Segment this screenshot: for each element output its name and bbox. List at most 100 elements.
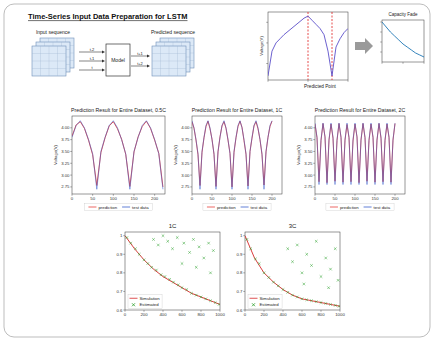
legend-label: Simulation: [260, 296, 281, 301]
chart: 0501001502002.753.003.253.503.754.00Pred…: [296, 107, 406, 210]
y-tick: [70, 127, 72, 128]
scatter-point: [168, 278, 171, 281]
chart: 0501001502002.753.003.253.503.754.00Pred…: [53, 107, 166, 210]
series-line: [382, 22, 424, 57]
y-tick: [190, 186, 192, 187]
x-tick-label: 100: [110, 196, 118, 201]
y-tick-label: 4.00: [181, 125, 190, 130]
y-tick-label: 0.7: [117, 289, 124, 294]
input-step-label: t-1: [90, 56, 95, 61]
y-tick-label: 3.00: [181, 173, 190, 178]
plot-area: [268, 12, 348, 80]
arrow-line: [79, 70, 103, 71]
y-tick-label: 3.75: [181, 137, 190, 142]
y-tick: [123, 272, 125, 273]
chart-title: Prediction Result for Entire Dataset, 1C: [192, 107, 283, 113]
y-tick: [380, 42, 382, 43]
y-tick: [380, 22, 382, 23]
legend-label: test data: [374, 205, 391, 210]
legend: SimulationEstimated: [248, 295, 282, 309]
scatter-point: [209, 272, 212, 275]
legend: predictiontest data: [84, 204, 152, 210]
x-tick-label: 0: [314, 196, 317, 201]
scatter-point: [303, 283, 306, 286]
scatter-point: [157, 244, 160, 247]
y-tick-label: 2.75: [181, 184, 190, 189]
chart-title: Prediction Result for Entire Dataset, 0.…: [71, 107, 166, 113]
x-tick-label: 200: [140, 312, 148, 317]
y-tick: [243, 291, 245, 292]
scatter-point: [155, 269, 158, 272]
frame-grid: [57, 46, 58, 76]
y-tick-label: 0.6: [117, 308, 124, 313]
frame-grid: [177, 46, 178, 76]
scatter-point: [212, 249, 215, 252]
x-tick-label: 50: [210, 196, 215, 201]
y-tick-label: 3.50: [61, 149, 70, 154]
y-tick-label: 0.8: [237, 270, 244, 275]
y-tick: [70, 163, 72, 164]
legend-box: [203, 204, 271, 210]
plot-area: [315, 123, 395, 184]
scatter-point: [162, 234, 165, 237]
flow-arrow: [355, 38, 373, 54]
scatter-point: [171, 247, 174, 250]
y-tick: [70, 186, 72, 187]
arrow-line: [79, 52, 103, 53]
arrow-line: [131, 56, 148, 57]
scatter-point: [192, 238, 195, 241]
legend: SimulationEstimated: [128, 295, 162, 309]
scatter-point: [263, 272, 266, 275]
plot-frame: [245, 232, 340, 310]
legend-label: Estimated: [140, 302, 160, 307]
x-tick-label: 50: [90, 196, 95, 201]
legend-box: [326, 204, 394, 210]
model-box: [106, 44, 130, 76]
series-line: [245, 236, 340, 307]
frame-grid: [152, 61, 186, 62]
y-tick: [243, 235, 245, 236]
arrow-line: [131, 66, 148, 67]
scatter-point: [329, 268, 332, 271]
y-tick-label: 3.25: [61, 161, 70, 166]
plot-area: [192, 121, 272, 190]
y-tick-label: 3.25: [181, 161, 190, 166]
x-tick: [403, 62, 404, 64]
scatter-point: [310, 264, 313, 267]
scatter-point: [200, 296, 203, 299]
scatter-point: [134, 247, 137, 250]
legend-swatch: [241, 207, 249, 208]
x-tick-label: 200: [260, 312, 268, 317]
arrow-head: [102, 51, 105, 54]
arrow-head: [102, 60, 105, 63]
y-tick: [266, 63, 268, 64]
scatter-point: [334, 304, 337, 307]
legend-swatch: [330, 207, 338, 208]
x-tick-label: 100: [351, 196, 359, 201]
model-label: Model: [111, 57, 125, 63]
x-tick-label: 200: [391, 196, 399, 201]
x-tick-label: 1000: [335, 312, 345, 317]
x-tick: [382, 62, 383, 64]
y-tick: [123, 235, 125, 236]
legend-swatch: [88, 207, 96, 208]
scatter-point: [183, 242, 186, 245]
scatter-point: [301, 272, 304, 275]
scatter-point: [338, 305, 340, 308]
chart: Voltage(V)Predicted Point: [259, 12, 348, 89]
scatter-point: [320, 301, 323, 304]
x-tick-label: 0: [71, 196, 74, 201]
y-tick-label: 3.75: [61, 137, 70, 142]
y-tick-label: 2.75: [304, 184, 313, 189]
scatter-point: [143, 259, 146, 262]
y-tick-label: 0.9: [237, 252, 244, 257]
plot-frame: [315, 116, 405, 194]
scatter-point: [249, 247, 252, 250]
plot-frame: [268, 12, 348, 80]
scatter-point: [203, 257, 206, 260]
legend-swatch: [364, 207, 372, 208]
legend-label: prediction: [217, 205, 236, 210]
x-tick-label: 200: [268, 196, 276, 201]
x-tick-label: 400: [279, 312, 287, 317]
scatter-point: [254, 258, 257, 261]
